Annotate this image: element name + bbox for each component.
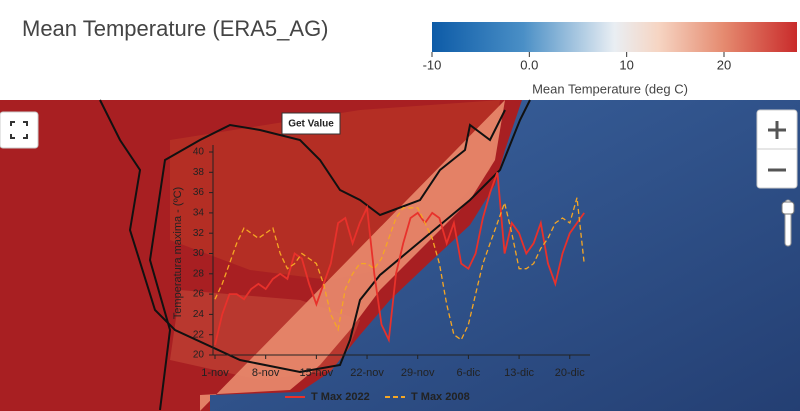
legend-label: T Max 2008 xyxy=(411,391,470,403)
x-tick-label: 20-dic xyxy=(555,367,585,379)
series-line xyxy=(214,171,585,346)
y-tick-label: 34 xyxy=(193,208,205,219)
y-tick-label: 32 xyxy=(193,228,205,239)
border xyxy=(148,109,506,411)
page-title: Mean Temperature (ERA5_AG) xyxy=(22,16,329,41)
y-axis-label: Temperatura maxima - (ºC) xyxy=(172,187,184,319)
x-tick-label: 15-nov xyxy=(300,367,334,379)
fullscreen-control[interactable] xyxy=(0,111,39,149)
colorbar xyxy=(432,22,797,52)
y-tick-label: 26 xyxy=(193,289,205,300)
zoom-in[interactable] xyxy=(768,121,786,139)
colorbar-label: Mean Temperature (deg C) xyxy=(532,81,688,96)
x-tick-label: 1-nov xyxy=(201,367,229,379)
x-tick-label: 6-dic xyxy=(456,367,480,379)
x-tick-label: 8-nov xyxy=(252,367,280,379)
y-tick-label: 20 xyxy=(193,350,205,361)
y-tick-label: 22 xyxy=(193,329,205,340)
x-tick-label: 13-dic xyxy=(504,367,534,379)
colorbar-tick-label: -10 xyxy=(423,57,442,72)
colorbar-tick-label: 20 xyxy=(717,57,731,72)
y-tick-label: 24 xyxy=(193,309,205,320)
chart: Temperatura maxima - (ºC) 20 22 24 26 28 30 32… xyxy=(172,145,590,403)
fullscreen-button[interactable] xyxy=(0,111,39,149)
button-label[interactable]: Get Value xyxy=(288,119,334,130)
legend-label: T Max 2022 xyxy=(311,391,370,403)
y-tick-label: 30 xyxy=(193,248,205,259)
x-tick-label: 29-nov xyxy=(401,367,435,379)
slider-handle[interactable] xyxy=(781,201,795,215)
y-tick-label: 36 xyxy=(193,187,205,198)
colorbar-tick-label: 10 xyxy=(619,57,633,72)
get-value-button[interactable] xyxy=(281,112,341,135)
y-tick-label: 40 xyxy=(193,147,205,158)
x-tick-label: 22-nov xyxy=(350,367,384,379)
coast-strip xyxy=(200,100,505,411)
colorbar-ticks: -10 0.0 10 20 xyxy=(423,52,731,72)
fullscreen-icon xyxy=(10,121,28,139)
colorbar-tick-label: 0.0 xyxy=(520,57,538,72)
y-tick-label: 38 xyxy=(193,167,205,178)
coastline xyxy=(99,99,531,374)
zoom-control xyxy=(756,109,798,247)
get-value[interactable]: Get Value xyxy=(281,112,341,135)
series-line xyxy=(214,197,585,341)
sea xyxy=(210,100,800,411)
y-tick-label: 28 xyxy=(193,268,205,279)
